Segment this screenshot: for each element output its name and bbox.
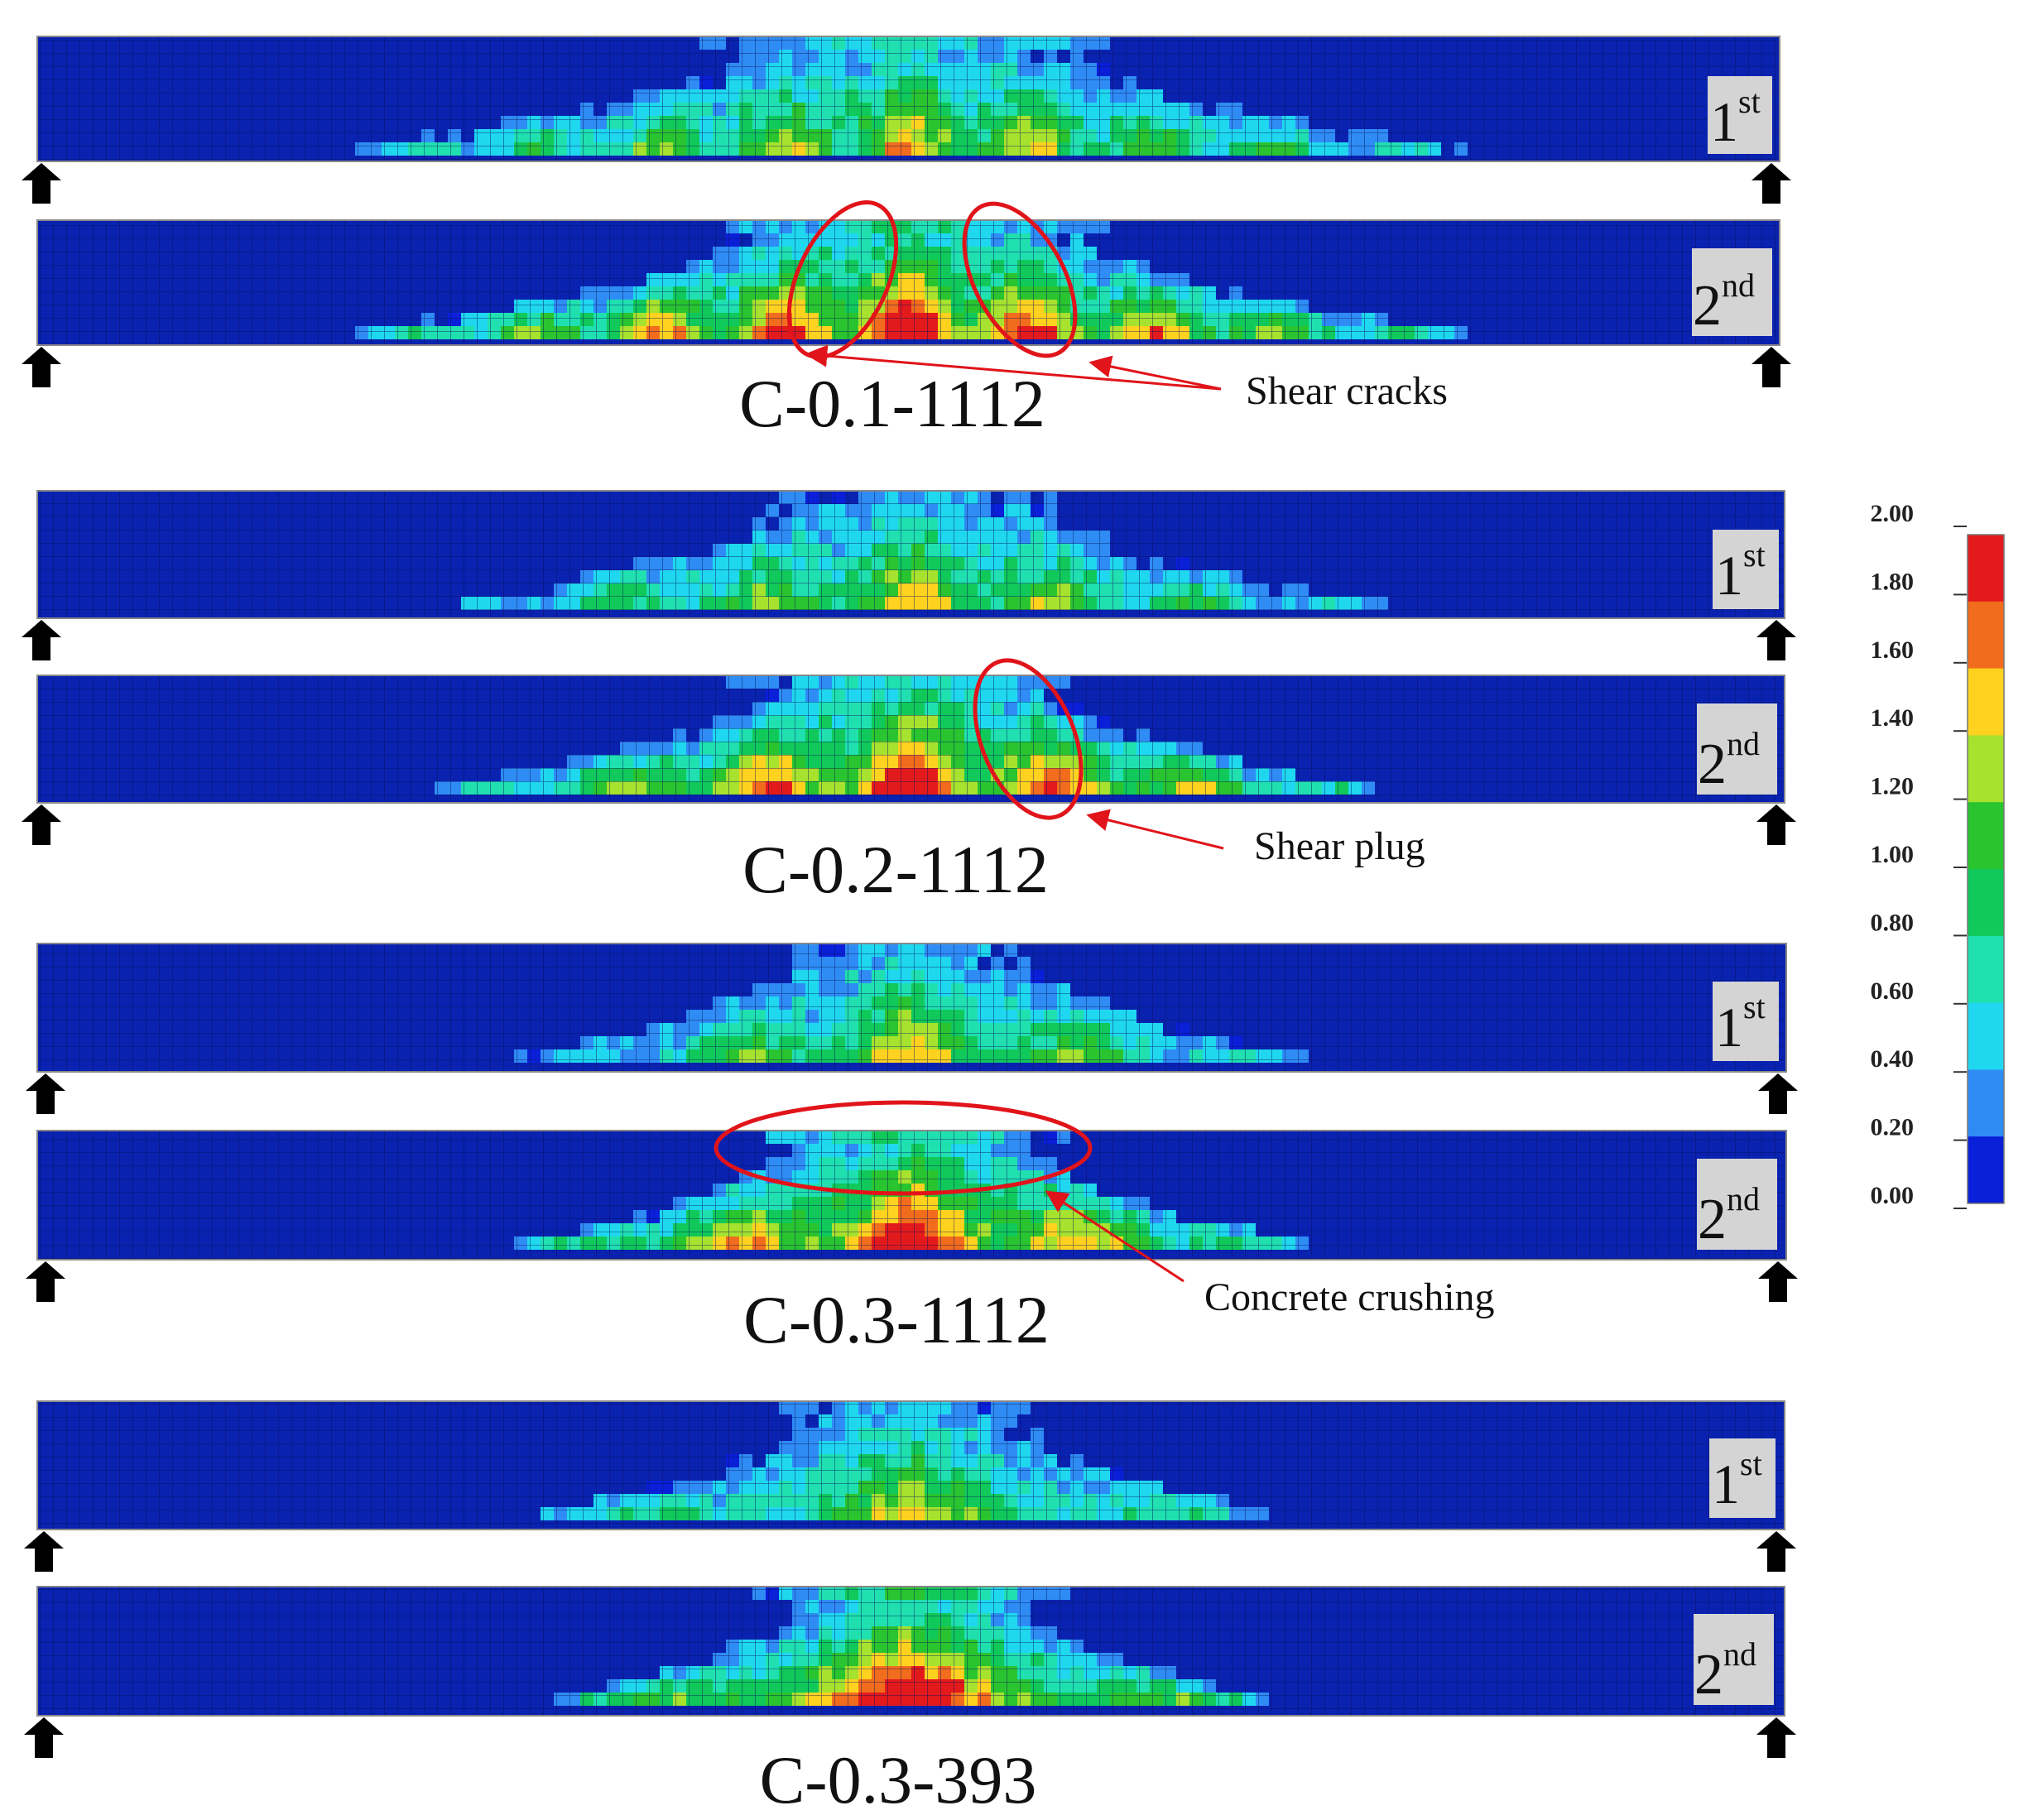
support-arrow-icon (1752, 347, 1791, 387)
support-arrow-icon (1756, 1717, 1796, 1758)
colorbar-swatch (1968, 735, 2004, 803)
colorbar-tick-label: 2.00 (1871, 500, 1915, 527)
specimen-caption: C-0.2-1112 (742, 832, 1049, 907)
specimen-caption: C-0.3-1112 (743, 1282, 1050, 1357)
step-label: 1st (1715, 536, 1766, 607)
step-label-box (1692, 248, 1772, 336)
colorbar-tick-label: 1.40 (1871, 704, 1915, 732)
colorbar-swatch (1968, 869, 2004, 937)
colorbar-tick-label: 1.20 (1871, 773, 1915, 800)
support-arrow-icon (1758, 1073, 1798, 1114)
colorbar-swatches (1968, 535, 2004, 1204)
shear-crack-highlight (962, 201, 1078, 358)
support-arrow-icon (1756, 804, 1796, 845)
annotation-shear-cracks: Shear cracks (1246, 369, 1448, 413)
shear-plug-highlight (973, 658, 1084, 820)
colorbar-tick-label: 0.00 (1871, 1182, 1915, 1209)
beam-c02-1112-first: 1st (36, 490, 1785, 619)
annotation-concrete-crushing: Concrete crushing (1204, 1275, 1495, 1319)
support-arrow-icon (24, 1717, 64, 1758)
step-label-box (1713, 982, 1779, 1061)
annotation-shear-plug: Shear plug (1254, 824, 1425, 868)
colorbar-tick-label: 0.60 (1871, 977, 1915, 1005)
panel-c03-393: 1st 2nd C-0.3-393 (24, 1400, 1796, 1818)
specimen-caption: C-0.1-1112 (739, 366, 1045, 441)
annotation-arrow (805, 344, 1222, 391)
step-label-box (1708, 76, 1772, 154)
colorbar-swatch (1968, 1002, 2004, 1070)
step-label-box (1713, 530, 1779, 609)
support-arrow-icon (26, 1261, 65, 1302)
step-label: 1st (1715, 988, 1766, 1059)
support-arrow-icon (1756, 620, 1796, 660)
support-arrow-icon (22, 804, 61, 845)
support-arrow-icon (22, 347, 61, 387)
support-arrow-icon (1758, 1261, 1798, 1302)
step-label: 1st (1710, 83, 1761, 153)
beam-c03-1112-first: 1st (36, 943, 1787, 1073)
step-label-box (1709, 1438, 1776, 1518)
colorbar-ticks: 2.00 1.80 1.60 1.40 1.20 1.00 0.80 0.60 0.40 0.20… (1871, 500, 1967, 1209)
beam-c01-1112-second: 2nd (36, 219, 1780, 346)
panel-c03-1112: 1st 2nd C-0.3-1112 Concrete crushing (26, 943, 1798, 1357)
step-label-box (1697, 1159, 1777, 1250)
beam-c03-393-first: 1st (36, 1400, 1785, 1530)
step-label: 2nd (1694, 1635, 1756, 1707)
step-label: 1st (1712, 1445, 1762, 1515)
colorbar-swatch (1968, 601, 2004, 670)
beam-c03-393-second: 2nd (36, 1586, 1785, 1717)
colorbar-tick-label: 1.00 (1871, 841, 1915, 868)
annotation-arrow (1086, 809, 1224, 850)
beam-c02-1112-second: 2nd (36, 675, 1785, 804)
colorbar-tick-label: 0.20 (1871, 1114, 1915, 1141)
step-label: 2nd (1693, 267, 1755, 338)
step-label-box (1697, 704, 1777, 795)
specimen-caption: C-0.3-393 (760, 1742, 1037, 1818)
colorbar-tick-label: 1.80 (1871, 568, 1915, 595)
damage-colorbar: 2.00 1.80 1.60 1.40 1.20 1.00 0.80 0.60 0.40 0.20… (1871, 500, 2005, 1209)
colorbar-tick-label: 0.80 (1871, 909, 1915, 936)
colorbar-swatch (1968, 935, 2004, 1004)
step-label: 2nd (1698, 725, 1760, 796)
beam-c01-1112-first: 1st (36, 36, 1780, 162)
step-label-box (1694, 1614, 1774, 1705)
colorbar-swatch (1968, 1136, 2004, 1204)
support-arrow-icon (1752, 163, 1791, 204)
panel-c02-1112: 1st 2nd C-0.2-1112 Shear plug (22, 490, 1796, 907)
support-arrow-icon (24, 1531, 64, 1572)
colorbar-swatch (1968, 668, 2004, 736)
colorbar-swatch (1968, 802, 2004, 870)
support-arrow-icon (22, 620, 61, 660)
colorbar-swatch (1968, 1069, 2004, 1137)
support-arrow-icon (1756, 1531, 1796, 1572)
concrete-crushing-highlight (714, 1100, 1093, 1196)
step-label: 2nd (1698, 1180, 1760, 1251)
annotation-arrow (1088, 355, 1222, 391)
annotation-arrow (1045, 1190, 1184, 1283)
colorbar-tick-label: 1.60 (1871, 636, 1915, 664)
colorbar-tick-label: 0.40 (1871, 1045, 1915, 1073)
support-arrow-icon (22, 163, 61, 204)
panel-c01-1112: 1st 2nd C-0.1-1112 Shear cracks (22, 36, 1791, 441)
colorbar-swatch (1968, 535, 2004, 603)
support-arrow-icon (26, 1073, 65, 1114)
